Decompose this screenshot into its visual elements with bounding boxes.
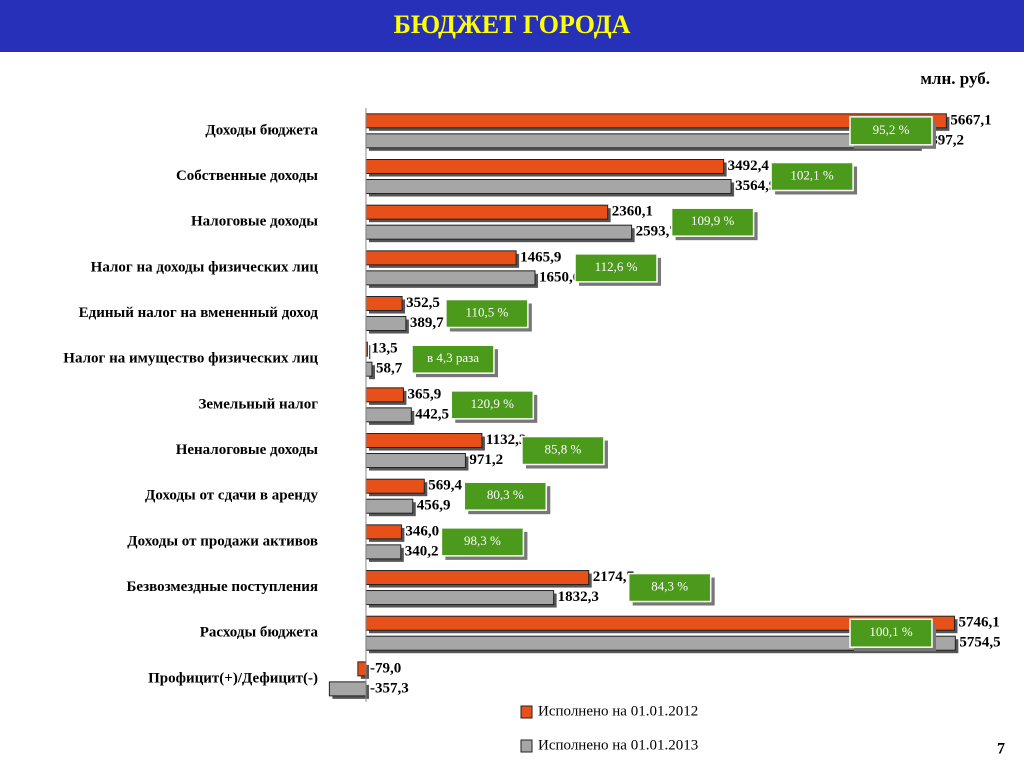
bar xyxy=(365,407,412,423)
value-label: 3564,9 xyxy=(735,178,776,194)
category-label: Доходы бюджета xyxy=(205,122,318,138)
value-label: 971,2 xyxy=(469,452,503,468)
category-label: Безвозмездные поступления xyxy=(127,579,318,595)
bar xyxy=(365,478,425,494)
bar xyxy=(365,453,466,469)
category-label: Единый налог на вмененный доход xyxy=(79,305,319,321)
legend-swatch xyxy=(520,739,533,753)
bar xyxy=(365,387,404,403)
annotation-box xyxy=(770,161,854,192)
category-label: Доходы от продажи активов xyxy=(127,533,318,549)
value-label: 2593,7 xyxy=(636,224,678,240)
annotation: 95,2 % xyxy=(873,122,910,137)
annotation: 120,9 % xyxy=(471,396,515,411)
bar xyxy=(365,296,403,312)
value-label: 1832,3 xyxy=(558,589,599,605)
annotation-box xyxy=(445,298,529,329)
bar xyxy=(365,498,414,514)
page-number: 7 xyxy=(997,741,1005,758)
annotation: 102,1 % xyxy=(790,167,834,182)
value-label: 569,4 xyxy=(428,478,462,494)
category-label: Налоговые доходы xyxy=(191,214,318,230)
value-label: 456,9 xyxy=(417,498,451,514)
bar xyxy=(365,570,590,586)
value-label: 5667,1 xyxy=(950,112,991,128)
value-label: 1650,6 xyxy=(539,269,581,285)
value-label: 346,0 xyxy=(405,523,439,539)
annotation: 85,8 % xyxy=(545,442,582,457)
bar-shadow xyxy=(368,345,371,360)
value-label: 1132,3 xyxy=(486,432,526,448)
annotation: в 4,3 раза xyxy=(427,350,479,365)
annotation-box xyxy=(463,481,548,511)
category-label: Налог на доходы физических лиц xyxy=(91,259,319,275)
bar xyxy=(365,204,609,220)
value-label: 5754,5 xyxy=(959,635,1000,651)
value-label: 389,7 xyxy=(410,315,444,331)
bar xyxy=(365,159,725,175)
bar xyxy=(365,590,555,606)
bar xyxy=(357,661,367,677)
annotation: 98,3 % xyxy=(464,533,501,548)
bar xyxy=(365,316,407,332)
category-label: Расходы бюджета xyxy=(200,625,319,641)
annotation-box xyxy=(670,207,755,237)
value-label: 13,5 xyxy=(371,341,397,357)
value-label: 2360,1 xyxy=(612,204,653,220)
value-label: 340,2 xyxy=(405,543,439,559)
value-label: 442,5 xyxy=(415,406,449,422)
annotation: 110,5 % xyxy=(465,304,508,319)
bar xyxy=(365,179,732,195)
value-label: 5746,1 xyxy=(958,615,999,631)
bar xyxy=(365,270,536,286)
value-label: 2174,7 xyxy=(593,569,635,585)
annotation: 109,9 % xyxy=(691,213,735,228)
category-label: Профицит(+)/Дефицит(-) xyxy=(148,670,318,686)
annotation-box xyxy=(849,116,933,146)
annotation-box xyxy=(450,390,535,420)
value-label: 1465,9 xyxy=(520,249,561,265)
bar xyxy=(365,250,517,266)
annotation-box xyxy=(440,527,525,557)
legend-label: Исполнено на 01.01.2012 xyxy=(538,703,698,719)
title-band xyxy=(0,0,1024,52)
category-label: Собственные доходы xyxy=(176,168,318,184)
bar xyxy=(365,361,373,377)
bar xyxy=(365,544,402,560)
category-label: Налог на имущество физических лиц xyxy=(63,351,318,367)
category-label: Доходы от сдачи в аренду xyxy=(145,488,318,504)
annotation-box xyxy=(411,344,495,374)
bar xyxy=(328,681,367,697)
annotation: 84,3 % xyxy=(651,579,688,594)
value-label: -357,3 xyxy=(370,680,409,696)
annotation: 100,1 % xyxy=(869,624,913,639)
value-label: 58,7 xyxy=(376,361,403,377)
unit-label: млн. руб. xyxy=(920,69,990,88)
bar xyxy=(365,433,483,449)
bar xyxy=(365,224,633,240)
annotation: 112,6 % xyxy=(595,259,638,274)
annotation-box xyxy=(849,618,933,648)
chart-title: БЮДЖЕТ ГОРОДА xyxy=(394,10,631,39)
legend-label: Исполнено на 01.01.2013 xyxy=(538,737,698,753)
value-label: 365,9 xyxy=(407,386,441,402)
value-label: 352,5 xyxy=(406,295,440,311)
annotation-box xyxy=(627,572,712,603)
bar xyxy=(365,133,920,149)
category-label: Земельный налог xyxy=(198,396,318,412)
annotation: 80,3 % xyxy=(487,487,524,502)
annotation-box xyxy=(574,253,658,283)
value-label: -79,0 xyxy=(370,660,401,676)
annotation-box xyxy=(521,435,605,466)
value-label: 3492,4 xyxy=(728,158,770,174)
category-label: Неналоговые доходы xyxy=(176,442,319,458)
legend-swatch xyxy=(520,705,533,719)
bar xyxy=(365,524,402,540)
